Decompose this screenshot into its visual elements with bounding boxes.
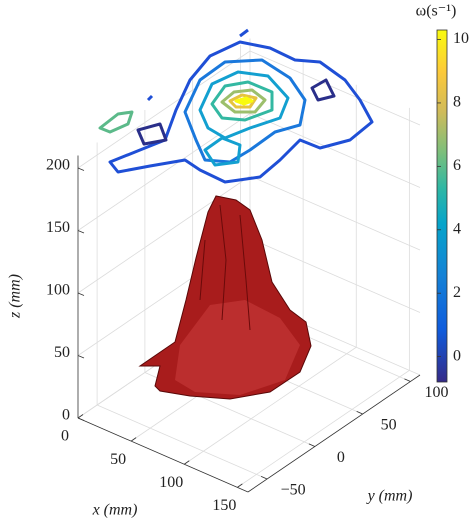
z-tick-label: 100 [46, 282, 70, 299]
grid-line [77, 50, 251, 169]
grid-line [249, 50, 421, 126]
surface-body [138, 195, 312, 400]
colorbar-tick-label: 2 [453, 284, 461, 301]
grid-line [96, 404, 268, 480]
x-tick-label: 50 [110, 451, 126, 468]
x-axis-line [77, 417, 249, 493]
surface-shading [199, 204, 251, 331]
colorbar-tick-label: 10 [453, 30, 469, 47]
colorbar-tick-label: 4 [453, 220, 461, 237]
colorbar-tick-label: 6 [453, 157, 461, 174]
y-axis-line [247, 374, 421, 493]
x-axis-label: x (mm) [92, 502, 138, 519]
tick-mark [404, 378, 411, 382]
x-tick-label: 100 [159, 474, 183, 491]
tick-mark [356, 411, 363, 415]
tick-mark [77, 167, 85, 171]
colorbar [436, 29, 448, 383]
colorbar-tick-label: 0 [453, 347, 461, 364]
grid-line [77, 113, 251, 231]
tick-mark [130, 437, 137, 442]
tick-mark [77, 292, 85, 296]
grid-line [249, 175, 421, 251]
surface [138, 195, 312, 400]
grid-line [249, 238, 421, 313]
tick-mark [77, 417, 85, 421]
tick-mark [77, 414, 84, 419]
axes: 0 50 100 150 200 0 50 100 150 −50 0 50 100 [46, 155, 448, 514]
surface-highlight [175, 300, 300, 395]
x-tick-label: 0 [61, 428, 69, 445]
colorbar-label: ω(s⁻¹) [416, 3, 457, 20]
colorbar-tick-label: 8 [453, 94, 461, 111]
y-axis-label: y (mm) [366, 488, 413, 505]
grid-line [184, 346, 357, 465]
grid-line [249, 113, 421, 188]
tick-mark [237, 483, 243, 488]
tick-mark [184, 460, 190, 465]
z-tick-label: 200 [46, 157, 70, 174]
tick-mark [308, 443, 316, 447]
tick-mark [77, 355, 85, 359]
tick-mark [77, 230, 85, 234]
grid-line [77, 175, 251, 294]
y-tick-label: 100 [424, 384, 448, 401]
x-tick-label: 150 [212, 497, 236, 514]
z-tick-label: 0 [62, 407, 70, 424]
y-tick-label: 0 [337, 449, 345, 466]
y-tick-label: −50 [281, 482, 306, 499]
z-tick-label: 150 [46, 219, 70, 236]
y-tick-label: 50 [381, 417, 397, 434]
z-tick-label: 50 [54, 344, 70, 361]
z-axis-label: z (mm) [7, 274, 24, 319]
contour-map [98, 28, 374, 184]
tick-mark [260, 476, 268, 480]
grid-line [237, 370, 410, 488]
